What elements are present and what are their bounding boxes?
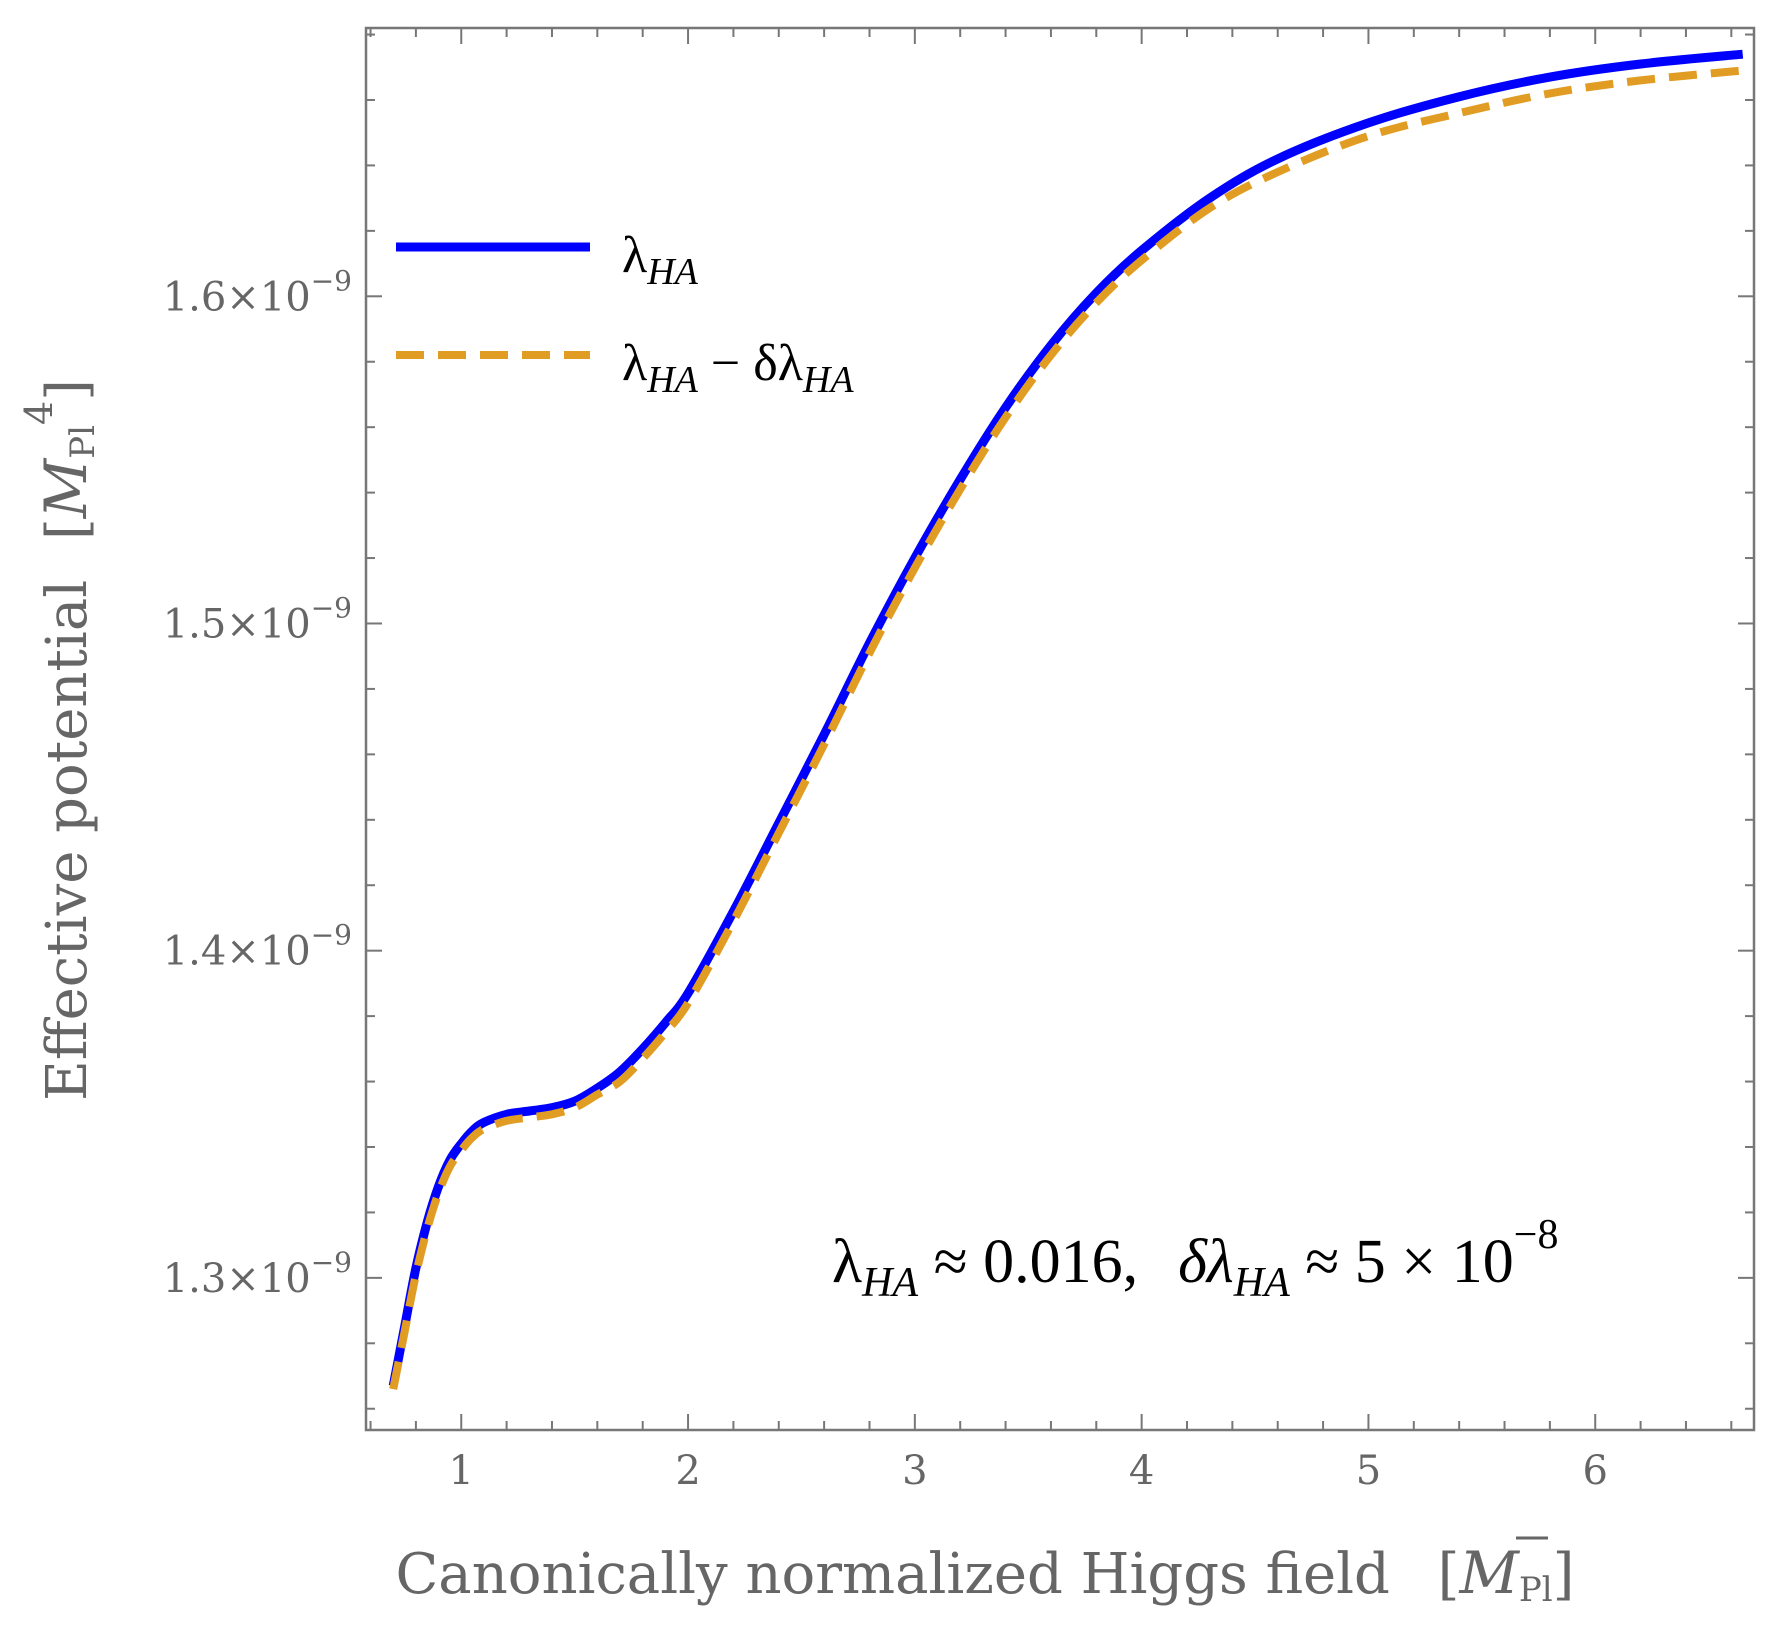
parameter-annotation: λHA ≈ 0.016, δλHA ≈ 5 × 10−8 (832, 1212, 1558, 1306)
x-tick-label: 6 (1583, 1448, 1608, 1494)
plot-frame (364, 26, 1756, 1432)
x-axis-label-text: Canonically normalized Higgs field (395, 1542, 1389, 1607)
series-line-0 (388, 49, 1744, 1387)
y-axis-label-text: Effective potential (35, 580, 100, 1101)
x-tick-label: 3 (902, 1448, 927, 1494)
x-tick-label: 5 (1356, 1448, 1381, 1494)
legend-label-0: λHA (622, 227, 699, 293)
y-tick-label: 1.5×10−9 (163, 591, 352, 647)
x-axis-label: Canonically normalized Higgs field [MPl] (395, 1539, 1574, 1610)
y-tick-label: 1.4×10−9 (163, 919, 352, 975)
ticks-layer: 1 2 3 4 5 6 1.3×10−9 1.4×10−9 1.5×10−9 1.6×10−9 (163, 28, 1754, 1494)
legend: λHA λHA − δλHA (396, 227, 854, 401)
x-tick-label: 4 (1129, 1448, 1154, 1494)
y-tick-label: 1.6×10−9 (163, 264, 352, 320)
y-axis-label-group: Effective potential [MPl4] (17, 379, 103, 1101)
x-tick-label: 1 (449, 1448, 474, 1494)
legend-label-1: λHA − δλHA (622, 335, 854, 401)
series-layer (388, 49, 1744, 1390)
y-tick-label: 1.3×10−9 (163, 1246, 352, 1302)
x-tick-label: 2 (675, 1448, 700, 1494)
series-line-1 (389, 66, 1744, 1390)
y-axis-label: Effective potential [MPl4] (17, 379, 103, 1101)
